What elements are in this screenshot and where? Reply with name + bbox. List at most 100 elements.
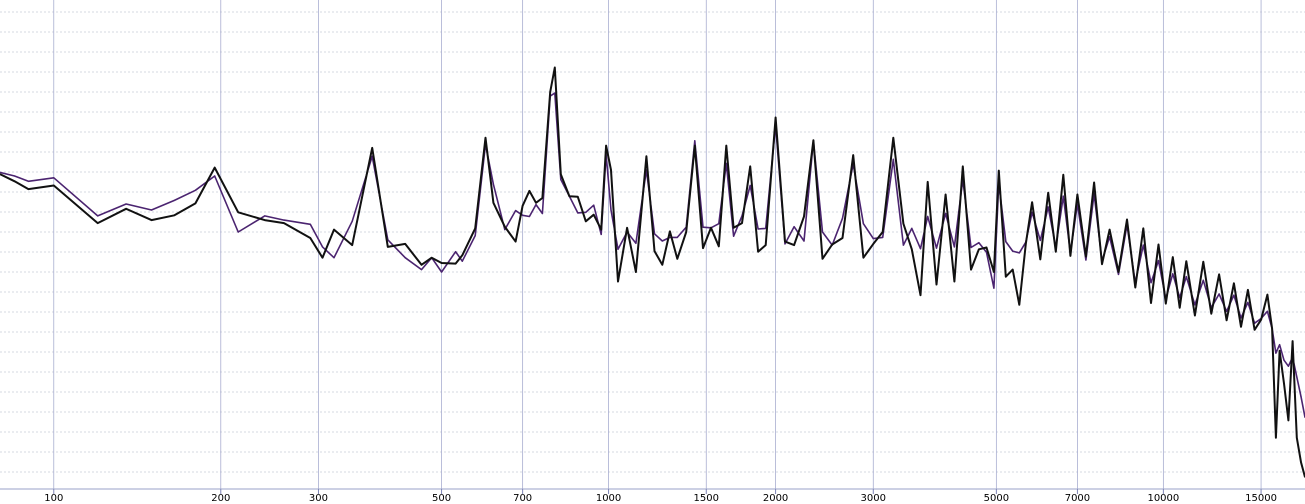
data-point: [484, 137, 487, 139]
data-point: [1031, 211, 1033, 213]
data-point: [194, 189, 196, 191]
data-point: [125, 208, 127, 210]
data-point: [1218, 293, 1220, 295]
data-point: [676, 236, 678, 238]
data-point: [441, 262, 443, 264]
data-point: [1085, 255, 1087, 258]
data-point: [892, 137, 894, 139]
data-point: [1226, 319, 1228, 321]
data-point: [1279, 350, 1281, 352]
data-point: [1012, 250, 1014, 252]
data-point: [953, 280, 956, 283]
data-point: [1055, 251, 1057, 253]
data-point: [420, 269, 423, 271]
data-point: [1093, 181, 1095, 184]
data-point: [404, 243, 406, 245]
data-point: [784, 243, 786, 245]
data-point: [784, 241, 786, 243]
data-point: [1279, 344, 1281, 346]
data-point: [1247, 289, 1249, 291]
data-point: [1165, 303, 1167, 305]
data-point: [749, 165, 751, 167]
data-point: [549, 91, 551, 93]
data-point: [522, 205, 524, 207]
data-point: [1047, 192, 1049, 194]
data-point: [985, 251, 988, 253]
data-point: [1283, 359, 1285, 361]
data-point: [321, 257, 324, 259]
data-point: [600, 233, 602, 235]
data-point: [474, 227, 476, 229]
data-point: [1018, 304, 1020, 306]
data-point: [1179, 307, 1181, 309]
data-point: [173, 199, 175, 201]
data-point: [1069, 255, 1071, 257]
data-point: [812, 139, 815, 141]
data-point: [541, 197, 544, 199]
data-point: [461, 260, 463, 262]
data-point: [1185, 260, 1187, 262]
data-point: [1254, 329, 1256, 331]
data-point: [653, 250, 656, 252]
data-point: [535, 202, 537, 204]
data-point: [702, 226, 704, 228]
data-point: [214, 167, 216, 169]
data-point: [841, 217, 844, 219]
data-point: [962, 165, 964, 167]
data-point: [1300, 461, 1302, 463]
series-layer: [0, 66, 1305, 478]
data-point: [1260, 319, 1262, 321]
data-point: [150, 219, 153, 221]
data-point: [1179, 297, 1181, 299]
data-point: [1101, 263, 1103, 265]
data-point: [504, 226, 506, 228]
data-point: [831, 243, 833, 246]
data-point: [1218, 273, 1220, 275]
data-point: [27, 180, 29, 182]
data-point: [528, 190, 531, 192]
data-point: [610, 169, 612, 171]
data-point: [872, 238, 874, 240]
data-point: [577, 212, 579, 214]
x-tick-label: 1000: [596, 493, 621, 504]
data-point: [1271, 328, 1273, 330]
data-point: [150, 209, 153, 211]
data-point: [694, 145, 696, 147]
data-point: [1039, 258, 1041, 260]
data-point: [1126, 218, 1128, 221]
data-point: [237, 211, 239, 213]
data-point: [1062, 174, 1064, 176]
data-point: [765, 244, 767, 246]
data-point: [515, 210, 517, 212]
data-point: [862, 223, 865, 225]
data-point: [993, 271, 995, 273]
data-point: [945, 212, 947, 215]
data-point: [1296, 437, 1298, 439]
data-point: [1233, 282, 1235, 284]
data-point: [1226, 310, 1228, 312]
data-point: [653, 233, 656, 235]
data-point: [214, 175, 216, 177]
data-point: [474, 235, 476, 237]
data-point: [1117, 271, 1120, 273]
data-point: [1300, 396, 1302, 398]
data-point: [1109, 236, 1111, 238]
data-point: [309, 223, 311, 225]
data-point: [455, 251, 457, 253]
data-point: [617, 248, 619, 250]
x-tick-label: 700: [513, 493, 532, 504]
data-point: [585, 220, 587, 222]
data-point: [461, 254, 463, 256]
data-point: [1292, 340, 1294, 342]
data-point: [821, 231, 824, 233]
data-point: [264, 219, 266, 221]
data-point: [560, 173, 562, 175]
data-point: [0, 173, 1, 175]
data-point: [945, 193, 947, 196]
data-point: [600, 229, 602, 231]
data-point: [610, 209, 612, 211]
data-point: [725, 145, 727, 147]
data-point: [661, 240, 663, 242]
data-point: [283, 219, 285, 221]
data-point: [953, 246, 956, 248]
